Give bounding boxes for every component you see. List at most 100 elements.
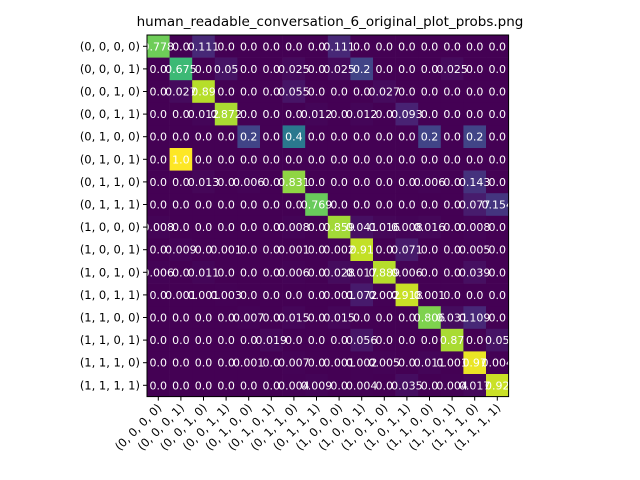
- heatmap-cell: [373, 193, 396, 217]
- heatmap-cell: [305, 215, 329, 239]
- cell-value-label: 0.0: [240, 40, 258, 53]
- heatmap-cell: [282, 102, 306, 126]
- cell-value-label: 0.0: [172, 108, 190, 121]
- cell-value-label: 0.019: [256, 334, 288, 347]
- cell-value-label: 0.89: [191, 86, 216, 99]
- heatmap-cell: [463, 238, 487, 262]
- heatmap-cell: [373, 306, 396, 330]
- heatmap-cell: [305, 261, 329, 284]
- heatmap-cell: [463, 283, 487, 307]
- cell-value-label: 0.2: [421, 131, 439, 144]
- cell-value-label: 0.2: [466, 131, 484, 144]
- plot-frame: [146, 34, 510, 398]
- heatmap-cell: [305, 374, 329, 397]
- cell-value-label: 0.0: [240, 221, 258, 234]
- heatmap-cell: [373, 57, 396, 81]
- heatmap-cell: [282, 283, 306, 307]
- y-tick-label: (1, 0, 0, 0): [80, 220, 140, 234]
- cell-value-label: 0.0: [489, 40, 507, 53]
- cell-value-label: 0.0: [421, 63, 439, 76]
- heatmap-cell: [440, 35, 464, 58]
- cell-value-label: 0.143: [459, 176, 491, 189]
- y-tick-label: (0, 1, 0, 1): [80, 152, 140, 166]
- heatmap-cell: [418, 57, 442, 81]
- heatmap-cell: [192, 35, 216, 58]
- cell-value-label: 0.0: [398, 40, 416, 53]
- cell-value-label: 0.072: [346, 289, 378, 302]
- heatmap-cell: [260, 35, 283, 58]
- cell-value-label: 0.008: [278, 221, 310, 234]
- heatmap-cell: [418, 125, 442, 149]
- heatmap-cell: [373, 351, 396, 375]
- heatmap-cell: [440, 283, 464, 307]
- heatmap-cell: [237, 35, 261, 58]
- heatmap-cell: [214, 306, 238, 330]
- cell-value-label: 0.039: [459, 266, 491, 279]
- cell-value-label: 0.001: [278, 244, 310, 257]
- cell-value-label: 0.028: [323, 266, 355, 279]
- heatmap-cell: [463, 148, 487, 171]
- heatmap-cell: [327, 238, 351, 262]
- heatmap-cell: [418, 35, 442, 58]
- cell-value-label: 0.0: [398, 312, 416, 325]
- heatmap-cell: [214, 261, 238, 284]
- cell-value-label: 0.0: [376, 334, 394, 347]
- cell-value-label: 0.0: [443, 40, 461, 53]
- cell-value-label: 0.0: [443, 221, 461, 234]
- heatmap-cell: [147, 215, 170, 239]
- cell-value-label: 0.872: [210, 108, 242, 121]
- heatmap-cell: [486, 351, 509, 375]
- cell-value-label: 0.017: [459, 379, 491, 392]
- cell-value-label: 0.0: [376, 244, 394, 257]
- heatmap-cell: [169, 261, 193, 284]
- heatmap-cell: [373, 261, 396, 284]
- heatmap-cell: [192, 328, 216, 352]
- heatmap-cell: [418, 215, 442, 239]
- cell-value-label: 0.0: [172, 312, 190, 325]
- cell-value-label: 0.004: [346, 379, 378, 392]
- heatmap-cell: [350, 193, 374, 217]
- cell-value-label: 0.0: [217, 312, 235, 325]
- cell-value-label: 0.0: [263, 289, 281, 302]
- cell-value-label: 0.0: [308, 63, 326, 76]
- heatmap-cell: [192, 125, 216, 149]
- cell-value-label: 0.0: [150, 176, 168, 189]
- cell-value-label: 0.0: [195, 199, 213, 212]
- heatmap-cell: [350, 351, 374, 375]
- cell-value-label: 0.87: [440, 334, 465, 347]
- cell-value-label: 0.0: [398, 199, 416, 212]
- heatmap-cell: [373, 125, 396, 149]
- heatmap-cell: [305, 351, 329, 375]
- cell-value-label: 0.0: [330, 108, 348, 121]
- cell-value-label: 0.05: [485, 334, 510, 347]
- heatmap-cell: [237, 328, 261, 352]
- heatmap-cell: [350, 283, 374, 307]
- cell-value-label: 0.0: [398, 131, 416, 144]
- heatmap-cell: [169, 57, 193, 81]
- cell-value-label: 0.0: [150, 63, 168, 76]
- cell-value-label: 0.806: [414, 312, 446, 325]
- heatmap-cell: [282, 328, 306, 352]
- cell-value-label: 0.2: [353, 63, 371, 76]
- heatmap-cell: [440, 57, 464, 81]
- cell-value-label: 0.0: [240, 289, 258, 302]
- y-tick-label: (1, 1, 0, 1): [80, 333, 140, 347]
- heatmap-cell: [214, 328, 238, 352]
- heatmap-cell: [373, 35, 396, 58]
- heatmap-cell: [192, 148, 216, 171]
- heatmap-cell: [237, 306, 261, 330]
- heatmap-cell: [486, 374, 509, 397]
- cell-value-label: 0.0: [421, 244, 439, 257]
- cell-value-label: 0.027: [369, 86, 401, 99]
- cell-value-label: 0.0: [466, 40, 484, 53]
- heatmap-cell: [350, 238, 374, 262]
- heatmap-cell: [305, 80, 329, 104]
- heatmap-cell: [463, 35, 487, 58]
- cell-value-label: 0.0: [489, 266, 507, 279]
- cell-value-label: 0.0: [466, 289, 484, 302]
- heatmap-cell: [440, 170, 464, 194]
- cell-value-label: 0.0: [443, 108, 461, 121]
- heatmap-cell: [214, 148, 238, 171]
- heatmap-cell: [418, 306, 442, 330]
- y-tick-label: (1, 1, 1, 1): [80, 378, 140, 392]
